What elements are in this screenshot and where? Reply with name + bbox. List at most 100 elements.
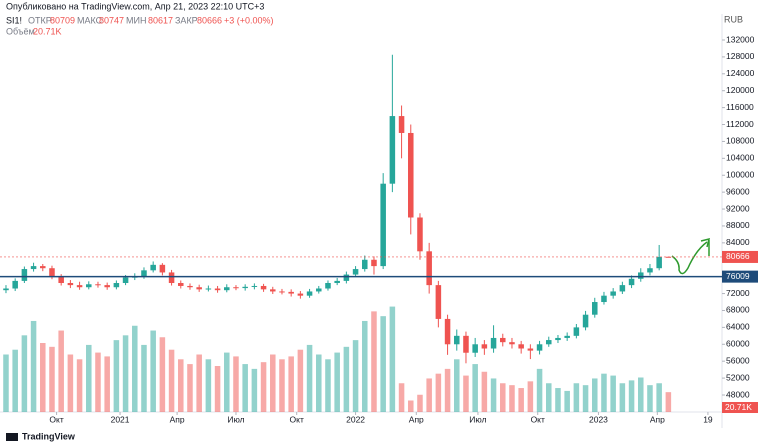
volume-bar bbox=[306, 344, 313, 412]
volume-bar bbox=[251, 368, 258, 412]
candle-body bbox=[343, 274, 350, 281]
candle-body bbox=[481, 344, 488, 349]
candle-body bbox=[316, 288, 322, 292]
volume-bar bbox=[279, 359, 285, 412]
candle-body bbox=[21, 269, 28, 281]
volume-bar bbox=[12, 349, 18, 412]
volume-bar bbox=[518, 388, 524, 412]
y-tick-label: 92000 bbox=[726, 203, 750, 213]
candle-body bbox=[40, 266, 46, 269]
legend-text: SI1! bbox=[6, 15, 22, 25]
candle-body bbox=[30, 266, 37, 270]
candle-body bbox=[178, 283, 184, 286]
volume-bar bbox=[168, 349, 175, 412]
legend-volume-name: Объём bbox=[6, 26, 35, 36]
x-tick-label: Июл bbox=[469, 414, 486, 424]
candle-body bbox=[555, 337, 561, 341]
volume-bar bbox=[242, 364, 248, 412]
volume-bar bbox=[500, 383, 506, 412]
candle-body bbox=[214, 288, 221, 291]
candle-body bbox=[472, 344, 478, 353]
legend-text: МАКС bbox=[77, 15, 103, 25]
candle-body bbox=[242, 286, 248, 289]
drawing-arrow bbox=[671, 241, 708, 275]
volume-bar bbox=[371, 311, 377, 412]
volume-bar bbox=[472, 364, 478, 412]
candle-body bbox=[628, 278, 635, 286]
currency: RUB bbox=[724, 14, 743, 24]
candle-body bbox=[205, 288, 212, 290]
volume-bar bbox=[58, 330, 64, 412]
volume-bar bbox=[49, 346, 55, 412]
volume-bar bbox=[601, 373, 607, 412]
hline-label-bg bbox=[722, 270, 758, 283]
volume-bar bbox=[113, 340, 120, 412]
candle-body bbox=[288, 291, 294, 294]
volume-bar bbox=[187, 364, 193, 412]
y-tick-label: 116000 bbox=[726, 102, 754, 112]
y-tick-label: 60000 bbox=[726, 339, 750, 349]
candle-body bbox=[325, 283, 331, 289]
volume-bar bbox=[233, 356, 239, 412]
x-tick-label: Окт bbox=[531, 414, 545, 424]
volume-bar bbox=[592, 378, 598, 412]
volume-bar bbox=[564, 390, 570, 412]
candle-body bbox=[86, 284, 92, 288]
legend-text: +3 (+0.00%) bbox=[224, 15, 274, 25]
candle-body bbox=[233, 287, 239, 289]
legend-text: ОТКР bbox=[28, 15, 52, 25]
volume-bar bbox=[67, 354, 74, 412]
candle-body bbox=[3, 288, 9, 291]
candle-body bbox=[564, 335, 570, 338]
volume-bar bbox=[582, 385, 589, 412]
legend-text: 80617 bbox=[148, 15, 173, 25]
candle-body bbox=[306, 291, 313, 296]
y-tick-label: 132000 bbox=[726, 34, 755, 44]
candle-body bbox=[398, 116, 405, 133]
x-tick-label: Окт bbox=[290, 414, 304, 424]
candle-body bbox=[408, 132, 414, 218]
volume-bar bbox=[21, 335, 28, 412]
candle-body bbox=[95, 284, 101, 286]
candle-body bbox=[509, 342, 515, 345]
y-tick-label: 48000 bbox=[726, 389, 750, 399]
candle-body bbox=[49, 268, 55, 277]
volume-bar bbox=[132, 325, 138, 412]
volume-bar bbox=[86, 344, 92, 412]
candle-body bbox=[150, 264, 156, 271]
y-tick-label: 64000 bbox=[726, 322, 750, 332]
volume-bar bbox=[205, 359, 212, 412]
volume-bar bbox=[380, 316, 386, 412]
candle-body bbox=[463, 335, 469, 353]
volume-bar bbox=[316, 354, 322, 412]
x-tick-label: 2022 bbox=[346, 414, 365, 424]
volume-bar bbox=[76, 359, 83, 412]
x-tick-label: Июл bbox=[227, 414, 244, 424]
candle-body bbox=[104, 285, 110, 288]
candle-body bbox=[260, 285, 267, 290]
candle-body bbox=[270, 289, 276, 292]
volume-bar bbox=[619, 383, 626, 412]
y-tick-label: 88000 bbox=[726, 220, 750, 230]
volume-label: 20.71K bbox=[725, 402, 752, 412]
volume-bar bbox=[656, 383, 662, 412]
candle-body bbox=[527, 348, 534, 351]
y-tick-label: 68000 bbox=[726, 305, 750, 315]
x-tick-label: Апр bbox=[650, 414, 665, 424]
price-label: 80666 bbox=[726, 251, 750, 261]
volume-bar bbox=[270, 354, 276, 412]
candle-body bbox=[141, 270, 147, 277]
candle-body bbox=[58, 276, 64, 284]
legend-text: МИН bbox=[126, 15, 146, 25]
volume-bar bbox=[95, 352, 101, 412]
y-tick-label: 112000 bbox=[726, 119, 754, 129]
volume-bar bbox=[408, 400, 414, 412]
volume-bar bbox=[30, 320, 37, 412]
candle-body bbox=[435, 285, 442, 319]
volume-bar bbox=[536, 368, 543, 412]
volume-bar bbox=[573, 383, 580, 412]
candle-body bbox=[196, 287, 202, 290]
legend-text: 80709 bbox=[50, 15, 75, 25]
